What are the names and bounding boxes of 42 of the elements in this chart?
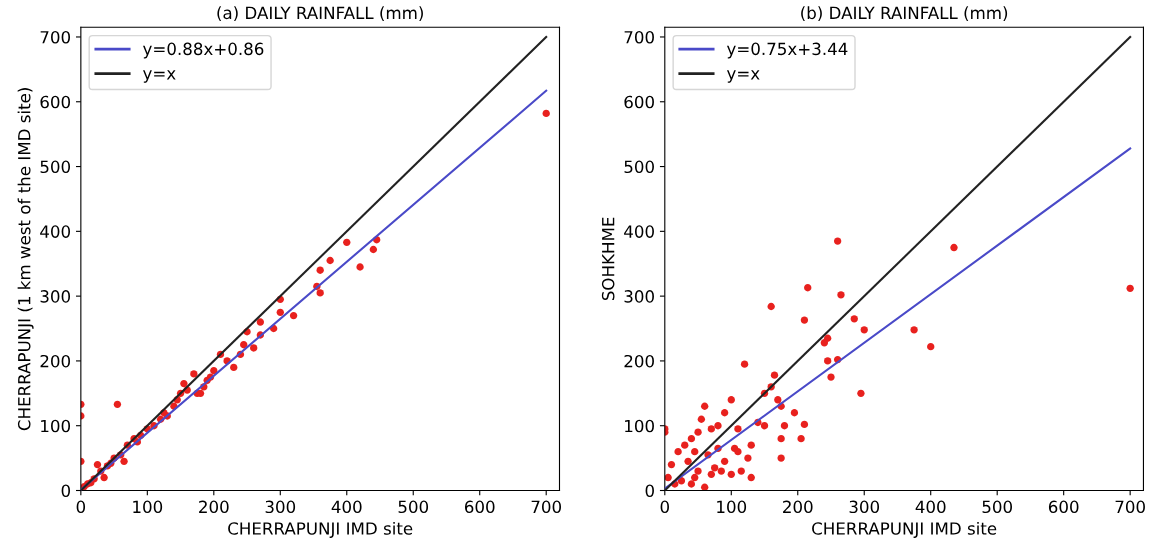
x-tick-label: 300 xyxy=(849,500,880,514)
y-tick-label: 700 xyxy=(40,30,71,44)
y-tick-label: 700 xyxy=(624,30,654,44)
x-tick-label: 100 xyxy=(717,500,747,514)
y-tick-label: 300 xyxy=(40,290,71,303)
chart-title: (a) DAILY RAINFALL (mm) xyxy=(217,6,423,22)
x-tick-label: 400 xyxy=(331,500,362,514)
x-tick-label: 300 xyxy=(265,500,296,514)
x-tick-label: 0 xyxy=(76,500,86,514)
y-tick-label: 0 xyxy=(645,484,654,498)
x-tick-label: 200 xyxy=(783,500,813,514)
x-tick-label: 600 xyxy=(464,500,495,514)
y-tick-label: 100 xyxy=(41,419,71,433)
x-tick-label: 600 xyxy=(1048,500,1079,514)
legend-label: y=0.88x+0.86 xyxy=(143,42,264,59)
x-tick-label: 700 xyxy=(1115,500,1145,514)
x-tick-label: 400 xyxy=(915,500,946,514)
y-axis-title: CHERRAPUNJI (1 km west of the IMD site) xyxy=(17,88,34,431)
x-tick-label: 100 xyxy=(133,500,163,514)
y-tick-label: 400 xyxy=(40,225,71,238)
x-tick-label: 500 xyxy=(982,500,1012,514)
y-axis-title: SOHKHME xyxy=(601,217,615,301)
y-tick-label: 500 xyxy=(40,160,71,174)
x-axis-title: CHERRAPUNJI IMD site xyxy=(812,521,997,538)
y-tick-label: 400 xyxy=(624,225,654,238)
y-tick-label: 100 xyxy=(625,419,654,433)
legend-label: y=x xyxy=(726,70,760,83)
x-tick-label: 700 xyxy=(531,500,561,514)
x-tick-label: 200 xyxy=(199,500,229,514)
x-tick-label: 0 xyxy=(660,500,669,514)
legend-label: y=x xyxy=(143,70,176,83)
chart-title: (b) DAILY RAINFALL (mm) xyxy=(801,6,1008,22)
y-tick-label: 200 xyxy=(40,354,71,368)
y-tick-label: 500 xyxy=(624,160,654,174)
x-axis-title: CHERRAPUNJI IMD site xyxy=(228,521,413,538)
y-tick-label: 0 xyxy=(61,484,71,498)
y-tick-label: 600 xyxy=(624,95,654,109)
y-tick-label: 200 xyxy=(624,354,654,368)
legend-label: y=0.75x+3.44 xyxy=(726,42,848,59)
x-tick-label: 500 xyxy=(398,500,429,514)
y-tick-label: 600 xyxy=(40,95,71,109)
y-tick-label: 300 xyxy=(624,290,654,303)
